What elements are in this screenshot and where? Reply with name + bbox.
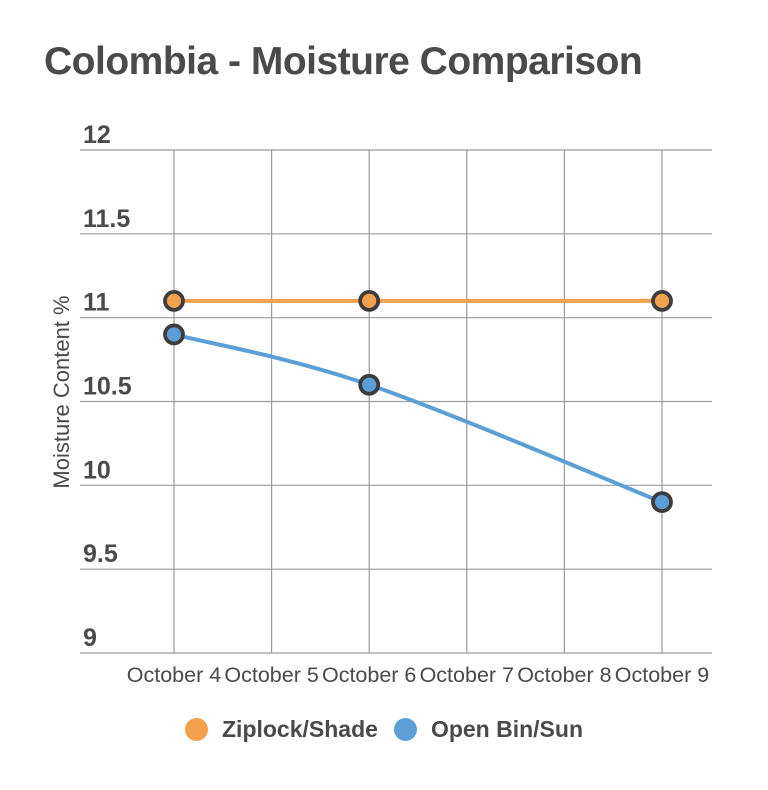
data-point-marker-open-bin-sun (358, 373, 381, 396)
chart-title: Colombia - Moisture Comparison (44, 40, 643, 83)
y-axis-tick-label: 9.5 (83, 540, 118, 568)
data-point-marker-ziplock-shade (358, 289, 381, 312)
legend-label-ziplock-shade: Ziplock/Shade (222, 716, 378, 742)
chart-legend: Ziplock/Shade Open Bin/Sun (0, 716, 768, 743)
series-line-open-bin-sun (172, 332, 664, 505)
y-axis-title: Moisture Content % (49, 295, 74, 489)
data-point-marker-open-bin-sun (163, 323, 185, 346)
x-axis-tick-label: October 4 (127, 663, 221, 687)
data-point-marker-open-bin-sun (651, 491, 673, 514)
legend-item-open-bin-sun: Open Bin/Sun (393, 716, 583, 743)
y-axis-tick-label: 11 (83, 289, 110, 317)
y-axis-tick-label: 12 (83, 121, 111, 149)
x-axis-tick-label: October 5 (224, 663, 318, 687)
data-point-marker-ziplock-shade (163, 289, 185, 312)
data-point-marker-ziplock-shade (651, 289, 673, 312)
y-axis-tick-label: 10 (83, 456, 111, 484)
x-axis-tick-label: October 8 (517, 663, 611, 687)
x-axis-tick-label: October 7 (420, 663, 514, 687)
legend-item-ziplock-shade: Ziplock/Shade (185, 716, 378, 743)
legend-marker-ziplock-shade-icon (185, 718, 208, 741)
y-axis-tick-label: 11.5 (83, 205, 130, 233)
y-axis-tick-label: 10.5 (83, 373, 132, 401)
x-axis-tick-label: October 9 (615, 663, 709, 687)
legend-marker-open-bin-sun-icon (393, 718, 417, 741)
y-axis-tick-label: 9 (83, 624, 97, 652)
legend-label-open-bin-sun: Open Bin/Sun (430, 716, 583, 742)
x-axis-tick-label: October 6 (322, 663, 416, 687)
